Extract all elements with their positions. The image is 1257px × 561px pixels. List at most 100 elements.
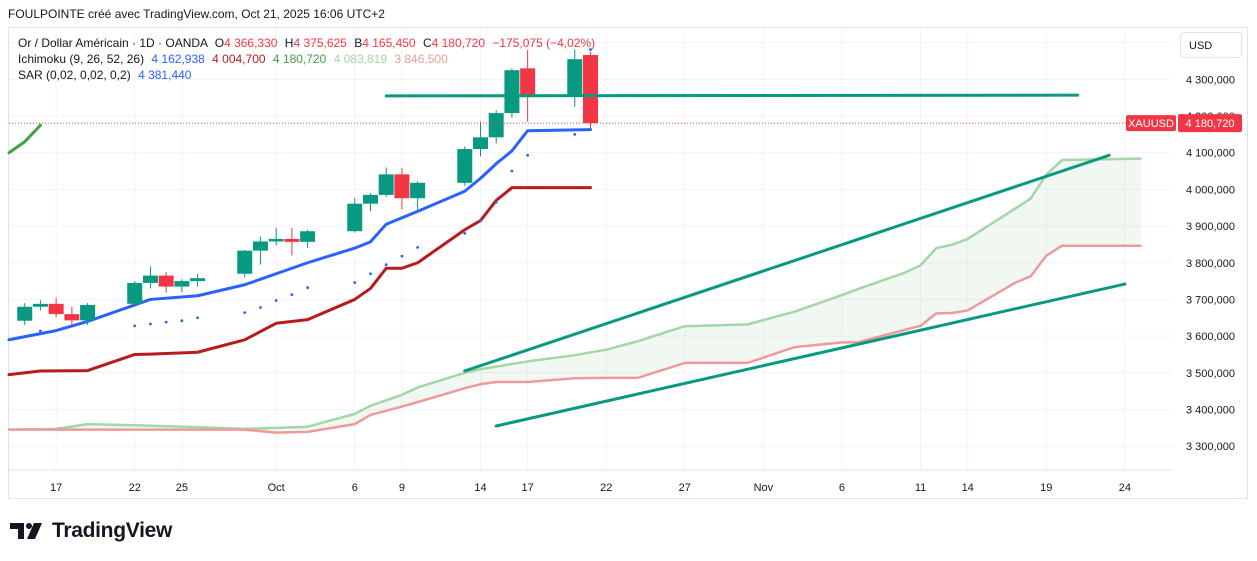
trendlines [384,93,1127,428]
sar-dot [510,169,514,173]
currency-button[interactable]: USD [1180,32,1242,58]
ichimoku-cloud-fill [9,158,1141,433]
sar-dot [416,245,420,249]
x-tick-label: 14 [474,482,486,494]
candle-body [17,306,33,321]
y-tick-label: 4 000,000 [1186,184,1235,196]
candle [80,303,96,326]
candle [583,51,598,129]
candle [300,229,316,249]
candle [362,193,378,212]
candle [567,49,583,107]
y-axis: 3 300,000 3 400,000 3 500,000 3 600,000 3 70… [1126,38,1242,453]
x-tick-label: 14 [962,482,974,494]
candles [17,49,598,326]
legend-ichimoku-span-b: 3 846,500 [394,52,448,66]
candle [64,306,80,326]
legend-sar-row: SAR (0,02, 0,02, 0,2) 4 381,440 [18,67,595,83]
candle-body [472,137,488,150]
sar-dot [274,299,278,302]
ichimoku-conversion-line [7,128,592,342]
sar-dot [196,316,199,320]
x-tick-label: 19 [1040,482,1052,494]
tradingview-logo-icon [10,523,42,539]
ichimoku-span-b-line [7,244,1142,434]
sar-dot [39,329,42,333]
candle-body [174,281,190,287]
symbol-tag: XAUUSD [1128,118,1174,130]
candle [252,236,268,265]
candle-body [488,113,504,138]
candle [378,167,394,197]
tradingview-logo[interactable]: TradingView [10,518,172,544]
sar-dot [400,254,404,258]
x-tick-label: 6 [839,482,845,494]
sar-dot [573,132,577,136]
sar-dot [463,232,467,235]
sar-dot [369,272,372,276]
sar-dot [164,320,168,324]
last-price-tag-bg [1178,114,1242,133]
legend-c-value: 4 180,720 [431,36,486,50]
candle-body [394,174,410,199]
trendline [384,93,1080,98]
candle [32,300,48,311]
legend-ichimoku-label[interactable]: Ichimoku (9, 26, 52, 26) [18,52,145,66]
candle [520,50,536,122]
candle [17,303,33,326]
y-tick-label: 4 300,000 [1186,74,1235,86]
candle-body [158,275,174,287]
candle-body [567,59,583,97]
x-tick-label: 11 [915,482,926,494]
candle [48,297,64,318]
candle-body [237,250,253,274]
y-tick-label: 3 400,000 [1186,404,1235,416]
legend: Or / Dollar Américain · 1D · OANDA O4 36… [18,35,595,83]
ichimoku-lagging-line [7,123,42,155]
candle [142,266,158,289]
x-tick-label: 25 [176,482,188,494]
candle-body [504,70,520,114]
x-tick-label: Oct [268,482,285,494]
legend-b-label: B [354,36,363,50]
candle [174,279,190,293]
candle [410,181,426,210]
chart-frame [8,27,1248,499]
candle [457,146,473,186]
legend-symbol[interactable]: Or / Dollar Américain · 1D · OANDA [18,36,208,50]
sar-dot [479,218,482,222]
sar-dot [384,263,388,266]
legend-o-value: 4 366,330 [224,36,278,50]
candle-body [48,303,64,315]
candle-body [583,55,598,124]
sar-dot [526,153,530,157]
candle-body [268,238,284,242]
x-tick-label: 24 [1119,482,1131,494]
candle [158,271,174,293]
y-tick-label: 3 700,000 [1186,294,1235,306]
candle-body [300,231,316,242]
ichimoku-span-a-line [7,157,1142,431]
candle [347,197,363,233]
legend-h-value: 4 375,625 [293,36,347,50]
sar-dot [306,286,310,290]
candle-body [142,275,158,283]
x-tick-label: 9 [399,482,405,494]
candle [504,68,520,118]
legend-o-label: O [214,36,225,50]
legend-sar-value: 4 381,440 [138,68,192,82]
candle-body [410,182,426,199]
candle-body [64,314,80,321]
legend-ichimoku-conversion: 4 162,938 [151,52,205,66]
candle [268,227,284,246]
ichimoku-cloud [9,158,1141,433]
sar-dot [353,281,357,284]
legend-sar-label[interactable]: SAR (0,02, 0,02, 0,2) [18,68,131,82]
chart-title: FOULPOINTE créé avec TradingView.com, Oc… [8,7,385,21]
trendline [494,282,1127,428]
trendline [463,153,1111,373]
ichimoku-base-line [7,186,592,377]
candle-body [80,304,96,321]
candle [472,121,488,157]
